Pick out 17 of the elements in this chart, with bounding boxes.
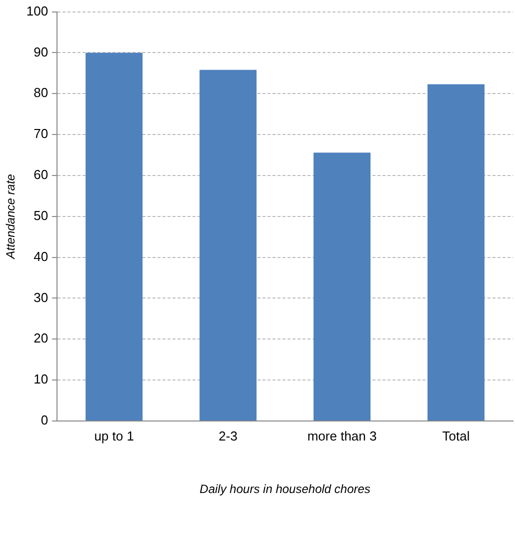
x-tick-label: more than 3 <box>307 428 377 444</box>
y-axis-title: Attendance rate <box>4 174 18 260</box>
y-tick-label: 10 <box>34 372 48 387</box>
y-tick-label: 60 <box>34 167 48 182</box>
x-tick-label: 2-3 <box>218 428 238 444</box>
y-tick-label: 80 <box>34 85 48 100</box>
x-tick-label: Total <box>442 428 470 444</box>
x-axis-title: Daily hours in household chores <box>200 482 370 496</box>
y-tick-label: 0 <box>40 412 48 428</box>
y-tick-label: 70 <box>34 126 48 142</box>
y-tick-label: 30 <box>34 290 48 305</box>
y-tick-label: 50 <box>34 208 48 223</box>
x-tick-label: up to 1 <box>94 428 134 444</box>
y-tick-label: 90 <box>34 44 48 60</box>
y-tick-label: 100 <box>26 3 48 18</box>
y-tick-label: 20 <box>34 330 48 346</box>
y-tick-label: 40 <box>34 248 48 264</box>
